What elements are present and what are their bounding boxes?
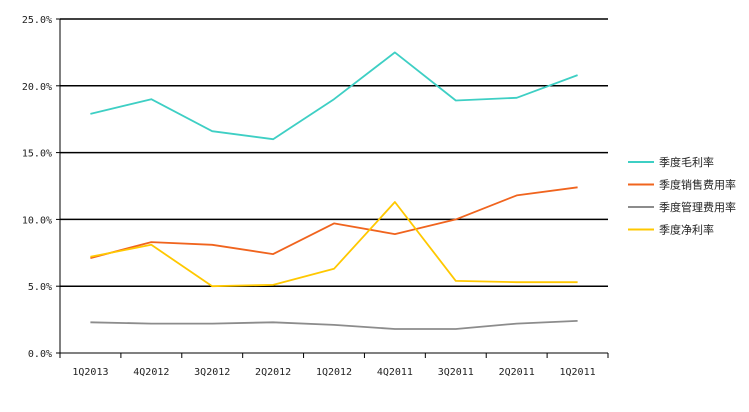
- x-tick-label: 4Q2012: [133, 367, 169, 378]
- y-tick-label: 25.0%: [22, 15, 52, 26]
- x-tick-label: 3Q2011: [438, 367, 474, 378]
- gridlines: [60, 18, 608, 287]
- x-tick-label: 1Q2011: [559, 367, 595, 378]
- legend-label: 季度销售费用率: [659, 178, 736, 192]
- x-tick-label: 1Q2013: [72, 367, 108, 378]
- legend-label: 季度管理费用率: [659, 200, 736, 214]
- y-tick-label: 20.0%: [22, 82, 52, 93]
- x-tick-label: 2Q2012: [255, 367, 291, 378]
- legend-item: 季度管理费用率: [628, 200, 736, 214]
- axes: 0.0% 5.0% 10.0% 15.0% 20.0% 25.0% 1Q2013 4Q2012…: [22, 15, 609, 378]
- x-tick-label: 4Q2011: [377, 367, 413, 378]
- legend-item: 季度销售费用率: [628, 178, 736, 192]
- y-tick-label: 0.0%: [28, 349, 52, 360]
- x-tick-label: 2Q2011: [499, 367, 535, 378]
- legend-item: 季度毛利率: [628, 155, 714, 169]
- x-tick-label: 3Q2012: [194, 367, 230, 378]
- x-tick-label: 1Q2012: [316, 367, 352, 378]
- series-line-4: [90, 201, 578, 288]
- legend-label: 季度毛利率: [659, 155, 714, 169]
- series-line-2: [90, 186, 578, 259]
- y-tick-label: 5.0%: [28, 282, 52, 293]
- series-line-1: [90, 51, 578, 141]
- legend-label: 季度净利率: [659, 223, 714, 237]
- series-lines: [90, 51, 578, 330]
- legend-item: 季度净利率: [628, 223, 714, 237]
- y-tick-label: 15.0%: [22, 149, 52, 160]
- y-tick-label: 10.0%: [22, 215, 52, 226]
- series-line-3: [90, 320, 578, 330]
